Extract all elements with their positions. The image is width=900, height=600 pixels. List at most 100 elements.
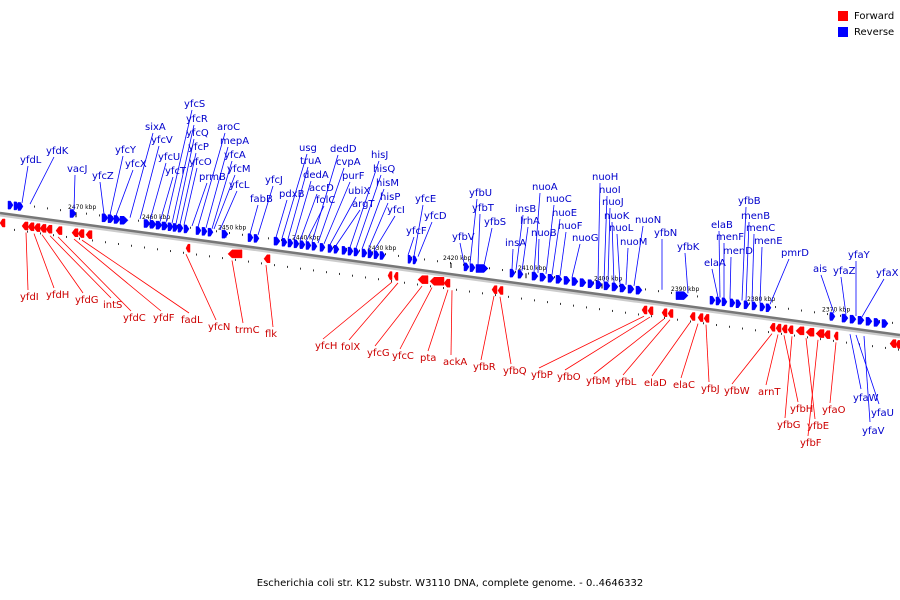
tick-minor bbox=[586, 306, 587, 309]
reverse-leader-line bbox=[149, 162, 167, 221]
reverse-gene-label: elaA bbox=[704, 258, 726, 269]
tick-minor bbox=[658, 290, 659, 293]
reverse-leader-line bbox=[863, 336, 871, 423]
forward-leader-line bbox=[81, 239, 190, 314]
reverse-gene-label: nuoI bbox=[599, 185, 621, 196]
tick-minor bbox=[391, 279, 392, 282]
forward-leader-line bbox=[783, 335, 799, 403]
forward-leader-line bbox=[538, 315, 645, 369]
reverse-gene-arrow bbox=[353, 247, 360, 257]
reverse-leader-line bbox=[459, 242, 465, 263]
reverse-gene-arrow bbox=[571, 277, 579, 286]
tick-minor bbox=[411, 256, 412, 259]
tick-minor bbox=[840, 314, 841, 317]
reverse-leader-line bbox=[99, 181, 105, 215]
tick-minor bbox=[424, 258, 425, 261]
reverse-gene-label: ubiX bbox=[348, 186, 370, 197]
tick-minor bbox=[404, 281, 405, 284]
reverse-leader-line bbox=[183, 167, 198, 226]
tick-minor bbox=[170, 250, 171, 253]
reverse-leader-line bbox=[317, 167, 345, 244]
forward-gene-label: yfbW bbox=[724, 386, 750, 397]
forward-gene-label: yfbQ bbox=[503, 366, 527, 377]
reverse-gene-label: menC bbox=[746, 223, 775, 234]
reverse-gene-label: aroC bbox=[217, 122, 240, 133]
tick-minor bbox=[222, 257, 223, 260]
forward-leader-line bbox=[399, 287, 433, 350]
reverse-gene-label: menF bbox=[716, 232, 744, 243]
tick-minor bbox=[716, 324, 717, 327]
reverse-gene-label: accD bbox=[309, 183, 334, 194]
scale-label: 2430 kbp bbox=[368, 245, 396, 252]
tick-minor bbox=[248, 260, 249, 263]
reverse-leader-line bbox=[175, 138, 195, 224]
tick-minor bbox=[378, 278, 379, 281]
tick-minor bbox=[372, 251, 373, 254]
reverse-gene-label: yfcL bbox=[229, 180, 250, 191]
forward-leader-line bbox=[374, 285, 423, 347]
reverse-gene-arrow bbox=[517, 269, 524, 279]
reverse-gene-arrow bbox=[849, 314, 857, 324]
reverse-leader-line bbox=[205, 146, 229, 229]
reverse-gene-arrow bbox=[563, 276, 571, 285]
scale-label: 2470 kbp bbox=[68, 204, 96, 211]
tick-minor bbox=[775, 306, 776, 309]
reverse-gene-arrow bbox=[841, 313, 849, 323]
reverse-leader-line bbox=[571, 243, 581, 278]
reverse-gene-label: nuoF bbox=[558, 221, 583, 232]
reverse-gene-arrow bbox=[857, 316, 865, 325]
reverse-leader-line bbox=[171, 124, 195, 224]
scale-label: 2370 kbp bbox=[822, 306, 850, 313]
reverse-gene-label: nuoJ bbox=[602, 197, 624, 208]
backbone-line bbox=[0, 211, 900, 337]
reverse-gene-label: nuoH bbox=[592, 172, 618, 183]
reverse-leader-line bbox=[211, 160, 233, 229]
reverse-leader-line bbox=[718, 230, 721, 298]
tick-minor bbox=[313, 269, 314, 272]
reverse-leader-line bbox=[29, 156, 55, 205]
tick-minor bbox=[79, 237, 80, 240]
reverse-gene-label: insA bbox=[505, 238, 526, 249]
forward-gene-label: arnT bbox=[758, 387, 781, 398]
reverse-gene-label: yfcP bbox=[188, 142, 209, 153]
reverse-leader-line bbox=[625, 247, 629, 285]
tick-minor bbox=[261, 262, 262, 265]
backbone-shadow bbox=[0, 213, 900, 339]
reverse-gene-label: yfcM bbox=[227, 164, 251, 175]
reverse-gene-arrow bbox=[119, 216, 129, 225]
forward-gene-arrow bbox=[71, 228, 79, 238]
forward-gene-arrow bbox=[185, 243, 191, 253]
tick-minor bbox=[417, 283, 418, 286]
reverse-gene-arrow bbox=[379, 251, 386, 260]
tick-minor bbox=[502, 269, 503, 272]
scale-label: 2410 kbp bbox=[518, 265, 546, 272]
forward-gene-label: yfbJ bbox=[701, 384, 720, 395]
reverse-gene-arrow bbox=[7, 200, 14, 210]
forward-gene-arrow bbox=[497, 286, 504, 295]
reverse-gene-arrow bbox=[373, 250, 380, 259]
tick-minor bbox=[898, 348, 899, 351]
reverse-leader-line bbox=[597, 182, 601, 282]
legend: Forward Reverse bbox=[838, 9, 900, 41]
forward-gene-label: trmC bbox=[235, 325, 260, 336]
forward-gene-label: yfdG bbox=[75, 295, 99, 306]
forward-gene-label: yfdI bbox=[20, 292, 39, 303]
reverse-gene-label: folC bbox=[316, 195, 335, 206]
forward-gene-label: yfbH bbox=[790, 404, 813, 415]
tick-minor bbox=[807, 336, 808, 339]
forward-gene-arrow bbox=[667, 309, 674, 318]
tick-minor bbox=[463, 263, 464, 266]
forward-gene-arrow bbox=[895, 340, 900, 349]
reverse-gene-label: fabB bbox=[250, 194, 273, 205]
reverse-gene-label: sixA bbox=[145, 122, 166, 133]
forward-leader-line bbox=[651, 322, 691, 377]
reverse-leader-line bbox=[537, 238, 540, 273]
reverse-gene-arrow bbox=[759, 302, 766, 312]
reverse-leader-line bbox=[249, 204, 259, 234]
reverse-gene-arrow bbox=[721, 297, 728, 307]
tick-minor bbox=[190, 226, 191, 229]
reverse-leader-line bbox=[521, 226, 529, 271]
reverse-gene-arrow bbox=[587, 279, 595, 288]
reverse-leader-line bbox=[73, 174, 76, 211]
tick-minor bbox=[456, 288, 457, 291]
